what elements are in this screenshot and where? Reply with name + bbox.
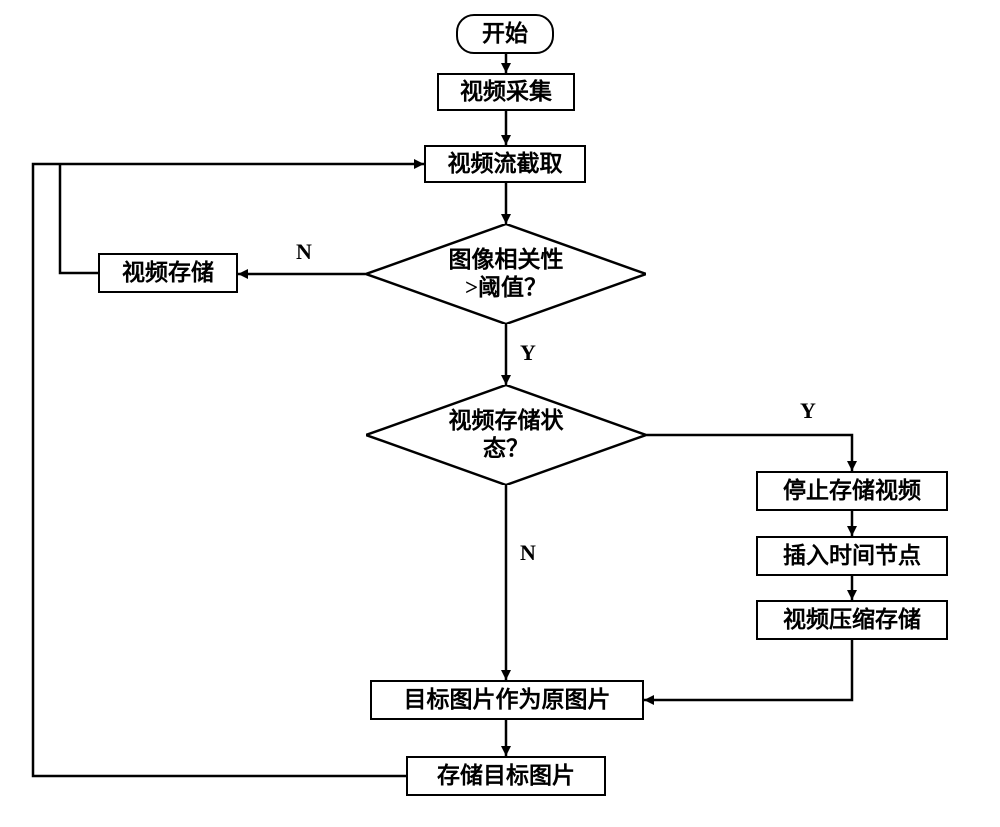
d1-label: 图像相关性 >阈值？ xyxy=(449,246,564,301)
insert-label: 插入时间节点 xyxy=(783,542,921,570)
decision-correlation: 图像相关性 >阈值？ xyxy=(366,224,646,324)
compress-store-node: 视频压缩存储 xyxy=(756,600,948,640)
save-target-node: 存储目标图片 xyxy=(406,756,606,796)
edge-label-y2: Y xyxy=(800,398,816,424)
start-node: 开始 xyxy=(456,14,554,54)
edge-label-y1: Y xyxy=(520,340,536,366)
stop-store-node: 停止存储视频 xyxy=(756,471,948,511)
store-label: 视频存储 xyxy=(122,259,214,287)
capture-node: 视频采集 xyxy=(437,73,575,111)
edge-label-n1: N xyxy=(296,239,312,265)
stop-label: 停止存储视频 xyxy=(783,477,921,505)
snip-node: 视频流截取 xyxy=(424,145,586,183)
edge-label-n2: N xyxy=(520,540,536,566)
capture-label: 视频采集 xyxy=(460,78,552,106)
target-label: 目标图片作为原图片 xyxy=(404,686,611,714)
save-label: 存储目标图片 xyxy=(437,762,575,790)
compress-label: 视频压缩存储 xyxy=(783,606,921,634)
insert-time-node: 插入时间节点 xyxy=(756,536,948,576)
snip-label: 视频流截取 xyxy=(448,150,563,178)
d2-label: 视频存储状 态？ xyxy=(449,407,564,462)
decision-storage-state: 视频存储状 态？ xyxy=(366,385,646,485)
target-image-node: 目标图片作为原图片 xyxy=(370,680,644,720)
video-store-node: 视频存储 xyxy=(98,253,238,293)
start-label: 开始 xyxy=(482,20,528,48)
